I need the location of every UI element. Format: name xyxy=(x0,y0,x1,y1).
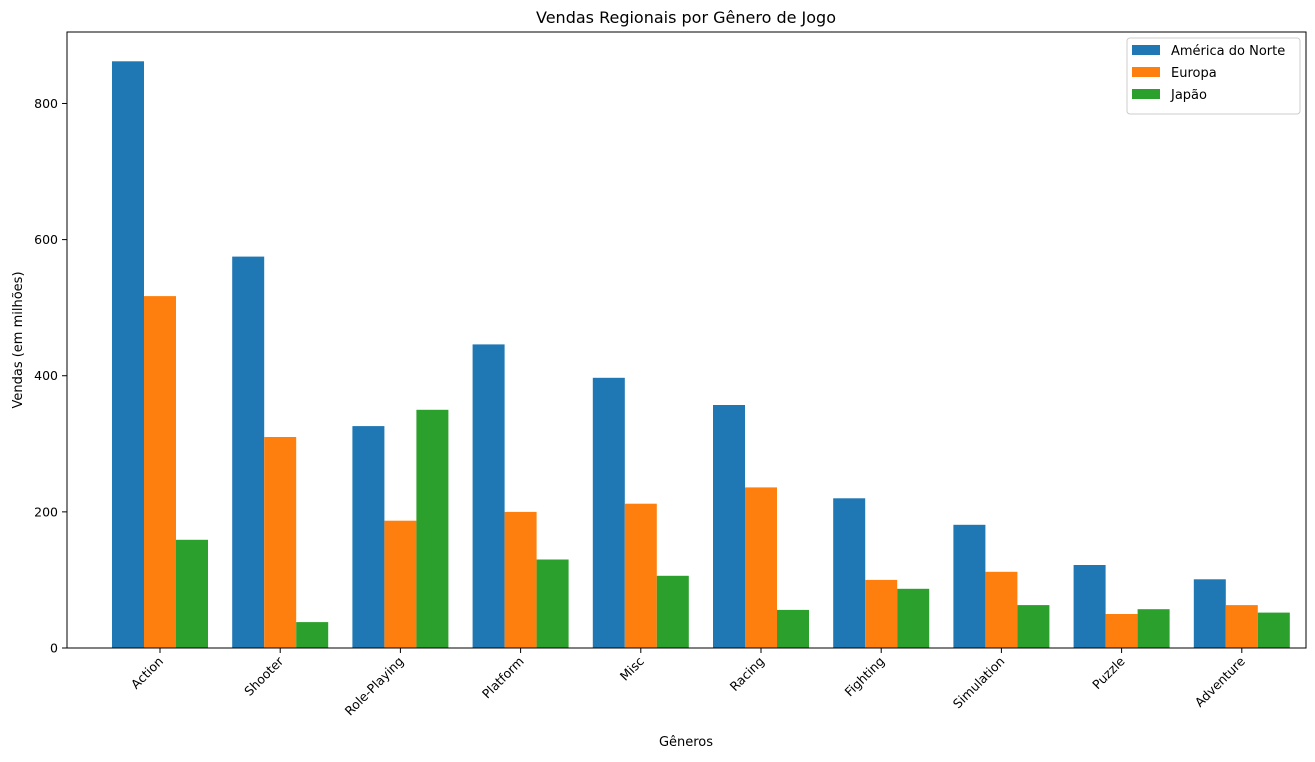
bar-fighting-series-2 xyxy=(897,588,930,648)
bar-fighting-series-1 xyxy=(865,579,898,648)
bar-adventure-series-1 xyxy=(1225,605,1258,648)
bar-racing-series-2 xyxy=(777,609,809,648)
x-tick-label-simulation: Simulation xyxy=(950,654,1008,712)
bar-puzzle-series-0 xyxy=(1073,565,1106,648)
bar-adventure-series-0 xyxy=(1193,579,1226,648)
y-tick-label: 400 xyxy=(34,368,58,383)
bar-platform-series-2 xyxy=(536,559,569,648)
y-axis-label: Vendas (em milhões) xyxy=(11,271,26,408)
legend-swatch-2 xyxy=(1132,89,1160,99)
legend-box xyxy=(1126,37,1301,115)
bar-shooter-series-0 xyxy=(232,256,265,648)
x-tick-label-misc: Misc xyxy=(617,653,647,683)
bar-puzzle-series-2 xyxy=(1137,609,1170,648)
legend-label-1: Europa xyxy=(1171,66,1217,81)
plot-frame xyxy=(66,31,1307,649)
y-tick-label: 0 xyxy=(50,641,58,656)
bar-shooter-series-1 xyxy=(264,437,297,648)
bar-misc-series-1 xyxy=(624,503,657,648)
bar-adventure-series-2 xyxy=(1257,612,1290,648)
bar-misc-series-2 xyxy=(656,575,689,648)
y-tick-label: 200 xyxy=(34,504,58,519)
bar-shooter-series-2 xyxy=(296,622,329,648)
bar-racing-series-0 xyxy=(713,405,745,648)
bar-platform-series-0 xyxy=(472,344,505,648)
legend-swatch-0 xyxy=(1132,45,1160,55)
x-tick-label-action: Action xyxy=(128,654,166,692)
bar-simulation-series-1 xyxy=(985,571,1018,648)
y-tick-label: 800 xyxy=(34,96,58,111)
x-tick-label-fighting: Fighting xyxy=(841,654,887,700)
x-tick-label-adventure: Adventure xyxy=(1192,653,1249,710)
bar-simulation-series-2 xyxy=(1017,605,1050,648)
bar-fighting-series-0 xyxy=(833,498,866,648)
x-tick-label-platform: Platform xyxy=(479,654,527,702)
bar-role-playing-series-1 xyxy=(384,520,417,648)
bar-simulation-series-0 xyxy=(953,524,986,648)
bar-role-playing-series-2 xyxy=(416,409,449,648)
legend-label-2: Japão xyxy=(1170,88,1207,103)
bar-misc-series-0 xyxy=(592,377,625,648)
bar-role-playing-series-0 xyxy=(352,426,385,648)
y-tick-label: 600 xyxy=(34,232,58,247)
bar-action-series-0 xyxy=(112,61,144,649)
x-tick-label-racing: Racing xyxy=(727,654,768,695)
x-tick-label-shooter: Shooter xyxy=(241,653,287,699)
bars-layer xyxy=(112,61,1290,649)
legend-label-0: América do Norte xyxy=(1171,44,1285,59)
x-tick-label-puzzle: Puzzle xyxy=(1089,653,1128,692)
bar-action-series-1 xyxy=(144,296,176,648)
bar-puzzle-series-1 xyxy=(1105,614,1138,648)
x-tick-label-role-playing: Role-Playing xyxy=(342,654,407,719)
x-axis-label: Gêneros xyxy=(659,735,713,750)
bar-platform-series-1 xyxy=(504,511,537,648)
legend-swatch-1 xyxy=(1132,67,1160,77)
chart-title: Vendas Regionais por Gênero de Jogo xyxy=(536,8,836,27)
bar-action-series-2 xyxy=(176,539,208,648)
bar-racing-series-1 xyxy=(745,487,777,648)
legend: América do Norte Europa Japão xyxy=(1126,37,1301,115)
